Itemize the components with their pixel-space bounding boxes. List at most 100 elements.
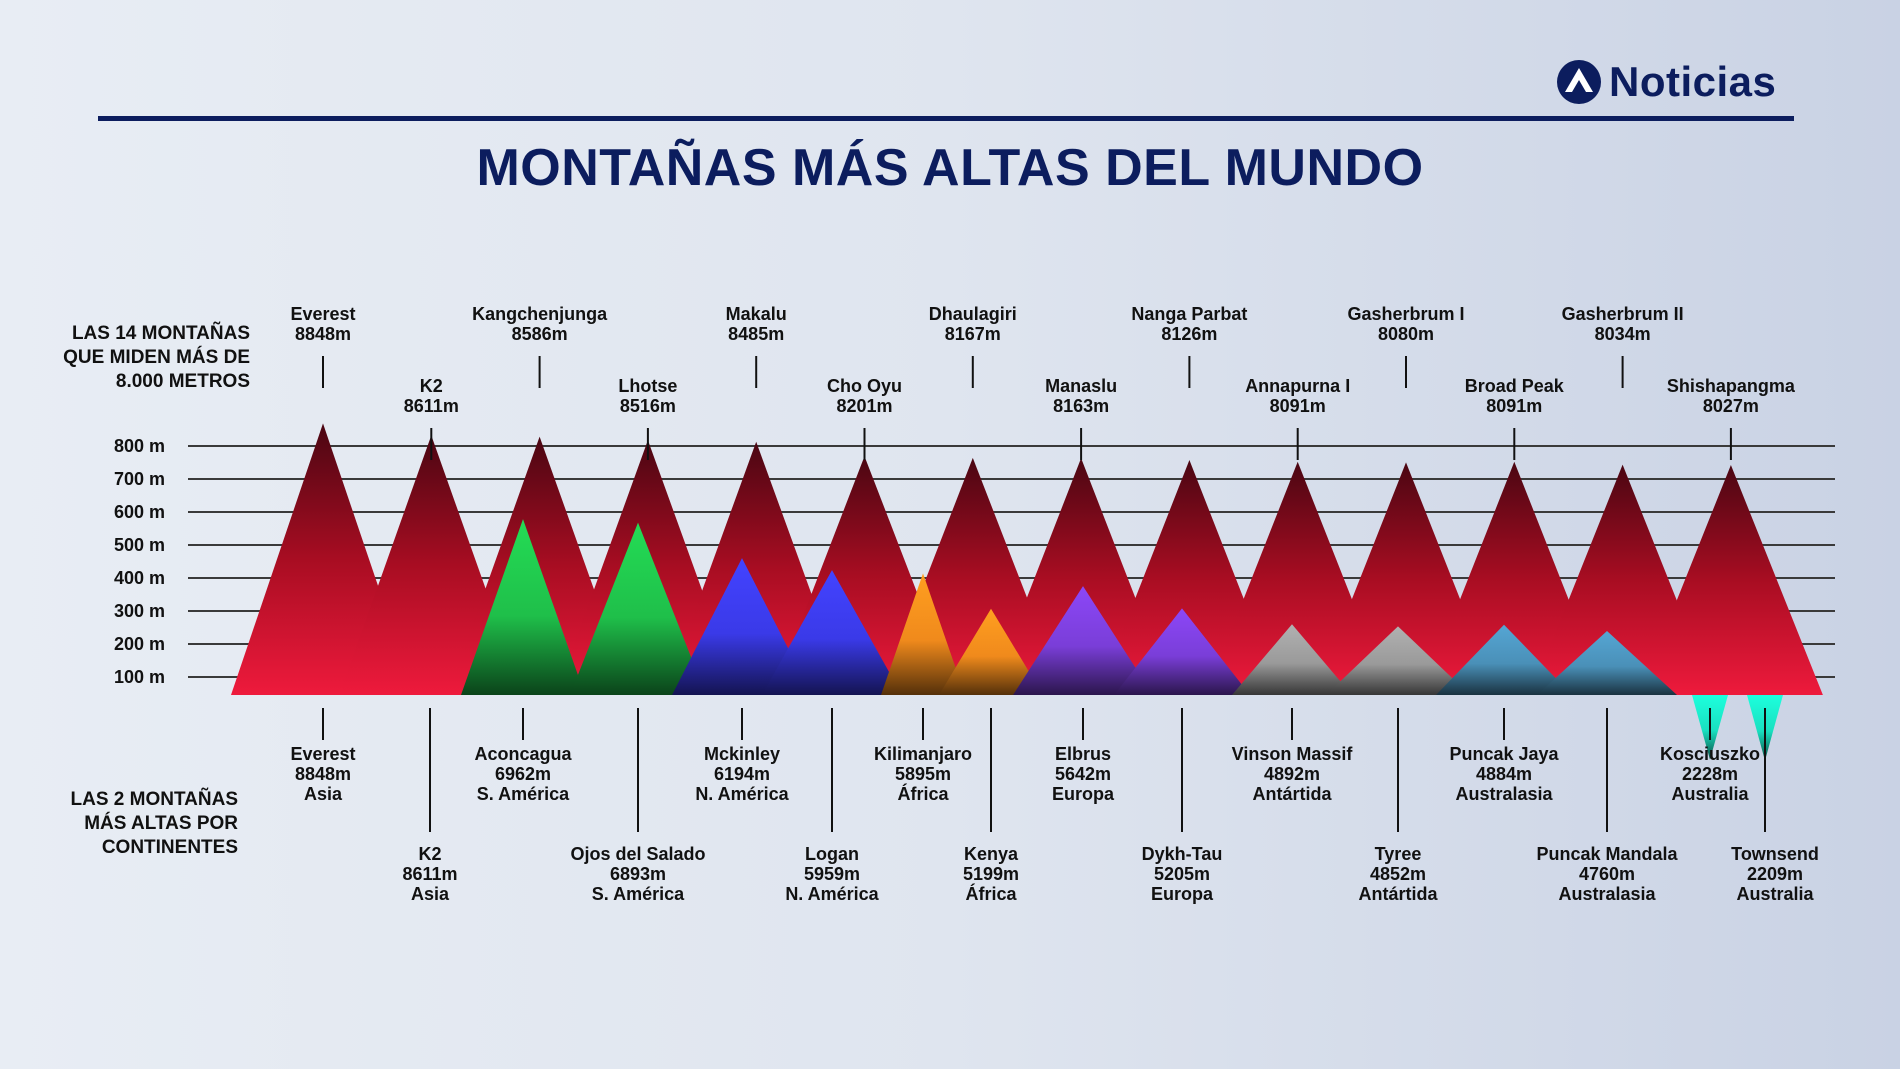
side-label-line: CONTINENTES	[101, 837, 238, 858]
peak-ojos-del-salado	[570, 522, 706, 695]
peak-aconcagua	[461, 519, 585, 695]
peak-height-label: 2228m	[1682, 764, 1738, 784]
peak-height-label: 2209m	[1747, 864, 1803, 884]
peak-name-label: Mckinley	[704, 744, 780, 764]
peak-kilimanjaro	[881, 573, 965, 695]
peak-name-label: Lhotse	[618, 376, 677, 396]
peak-height-label: 8091m	[1270, 396, 1326, 416]
peak-continent-label: S. América	[592, 884, 685, 904]
peak-name-label: K2	[418, 844, 441, 864]
peak-continent-label: Australasia	[1558, 884, 1656, 904]
peak-vinson-massif	[1232, 624, 1352, 695]
peak-mckinley	[672, 558, 812, 695]
y-tick-label: 600 m	[114, 502, 165, 522]
side-label-line: LAS 2 MONTAÑAS	[70, 789, 238, 810]
peak-name-label: K2	[420, 376, 443, 396]
peak-puncak-jaya	[1436, 624, 1572, 695]
peak-name-label: Tyree	[1375, 844, 1422, 864]
peak-name-label: Puncak Jaya	[1449, 744, 1559, 764]
peak-name-label: Dhaulagiri	[929, 304, 1017, 324]
peak-height-label: 8611m	[402, 864, 457, 884]
peak-height-label: 8516m	[620, 396, 676, 416]
peak-name-label: Gasherbrum II	[1562, 304, 1684, 324]
peak-tyree	[1326, 626, 1470, 695]
peak-name-label: Kilimanjaro	[874, 744, 972, 764]
peak-height-label: 8034m	[1595, 324, 1651, 344]
peak-height-label: 5642m	[1055, 764, 1111, 784]
peak-height-label: 8201m	[836, 396, 892, 416]
peak-continent-label: Australia	[1736, 884, 1814, 904]
peak-continent-label: Asia	[411, 884, 450, 904]
peak-name-label: Broad Peak	[1465, 376, 1565, 396]
peak-name-label: Annapurna I	[1245, 376, 1350, 396]
peak-continent-label: N. América	[695, 784, 789, 804]
peak-height-label: 5205m	[1154, 864, 1210, 884]
peak-name-label: Gasherbrum I	[1347, 304, 1464, 324]
y-tick-label: 300 m	[114, 601, 165, 621]
peak-name-label: Everest	[290, 304, 355, 324]
peak-height-label: 8485m	[728, 324, 784, 344]
peak-height-label: 4892m	[1264, 764, 1320, 784]
peak-height-label: 8027m	[1703, 396, 1759, 416]
peak-continent-label: África	[965, 883, 1017, 904]
peak-height-label: 8848m	[295, 324, 351, 344]
y-tick-label: 500 m	[114, 535, 165, 555]
peak-name-label: Kosciuszko	[1660, 744, 1760, 764]
peak-height-label: 8848m	[295, 764, 351, 784]
peak-height-label: 8091m	[1486, 396, 1542, 416]
side-label-line: QUE MIDEN MÁS DE	[63, 347, 250, 368]
side-label-line: MÁS ALTAS POR	[84, 813, 238, 834]
peak-name-label: Vinson Massif	[1232, 744, 1354, 764]
peak-height-label: 5959m	[804, 864, 860, 884]
peak-name-label: Dykh-Tau	[1142, 844, 1223, 864]
peak-height-label: 4760m	[1579, 864, 1635, 884]
side-label-line: 8.000 METROS	[115, 371, 250, 392]
peak-height-label: 8167m	[945, 324, 1001, 344]
side-label-line: LAS 14 MONTAÑAS	[71, 323, 250, 344]
antena3-logo-icon	[1557, 60, 1601, 104]
peak-name-label: Everest	[290, 744, 355, 764]
peak-height-label: 6962m	[495, 764, 551, 784]
peak-height-label: 4884m	[1476, 764, 1532, 784]
peak-logan	[762, 570, 902, 695]
side-label-continents: LAS 2 MONTAÑAS MÁS ALTAS POR CONTINENTES	[20, 788, 238, 860]
peak-continent-label: Asia	[304, 784, 343, 804]
peak-name-label: Cho Oyu	[827, 376, 902, 396]
peak-name-label: Logan	[805, 844, 859, 864]
y-tick-label: 800 m	[114, 436, 165, 456]
peak-name-label: Puncak Mandala	[1536, 844, 1678, 864]
peak-continent-label: S. América	[477, 784, 570, 804]
peak-height-label: 8163m	[1053, 396, 1109, 416]
peak-name-label: Kangchenjunga	[472, 304, 608, 324]
peak-continent-label: Antártida	[1252, 784, 1332, 804]
peak-continent-label: Australia	[1671, 784, 1749, 804]
peak-name-label: Elbrus	[1055, 744, 1111, 764]
peak-name-label: Ojos del Salado	[570, 844, 705, 864]
brand-name: Noticias	[1609, 58, 1777, 105]
peak-name-label: Manaslu	[1045, 376, 1117, 396]
peak-name-label: Kenya	[964, 844, 1019, 864]
peak-continent-label: África	[897, 783, 949, 804]
peak-elbrus	[1013, 586, 1153, 695]
y-tick-label: 100 m	[114, 667, 165, 687]
y-tick-label: 200 m	[114, 634, 165, 654]
peak-shishapangma	[1638, 465, 1823, 695]
peak-height-label: 8126m	[1161, 324, 1217, 344]
peak-continent-label: N. América	[785, 884, 879, 904]
peak-continent-label: Europa	[1052, 784, 1115, 804]
y-tick-label: 400 m	[114, 568, 165, 588]
header-divider	[98, 116, 1794, 121]
peak-height-label: 8586m	[512, 324, 568, 344]
peak-name-label: Shishapangma	[1667, 376, 1796, 396]
peak-name-label: Makalu	[726, 304, 787, 324]
peaks-continents	[461, 519, 1783, 761]
peak-height-label: 4852m	[1370, 864, 1426, 884]
peak-height-label: 8080m	[1378, 324, 1434, 344]
peak-name-label: Nanga Parbat	[1131, 304, 1247, 324]
peak-height-label: 5895m	[895, 764, 951, 784]
peak-puncak-mandala	[1537, 630, 1677, 695]
peak-continent-label: Europa	[1151, 884, 1214, 904]
peak-height-label: 8611m	[404, 396, 459, 416]
labels: Everest8848mK28611mKangchenjunga8586mLho…	[290, 304, 1818, 904]
peak-height-label: 5199m	[963, 864, 1019, 884]
